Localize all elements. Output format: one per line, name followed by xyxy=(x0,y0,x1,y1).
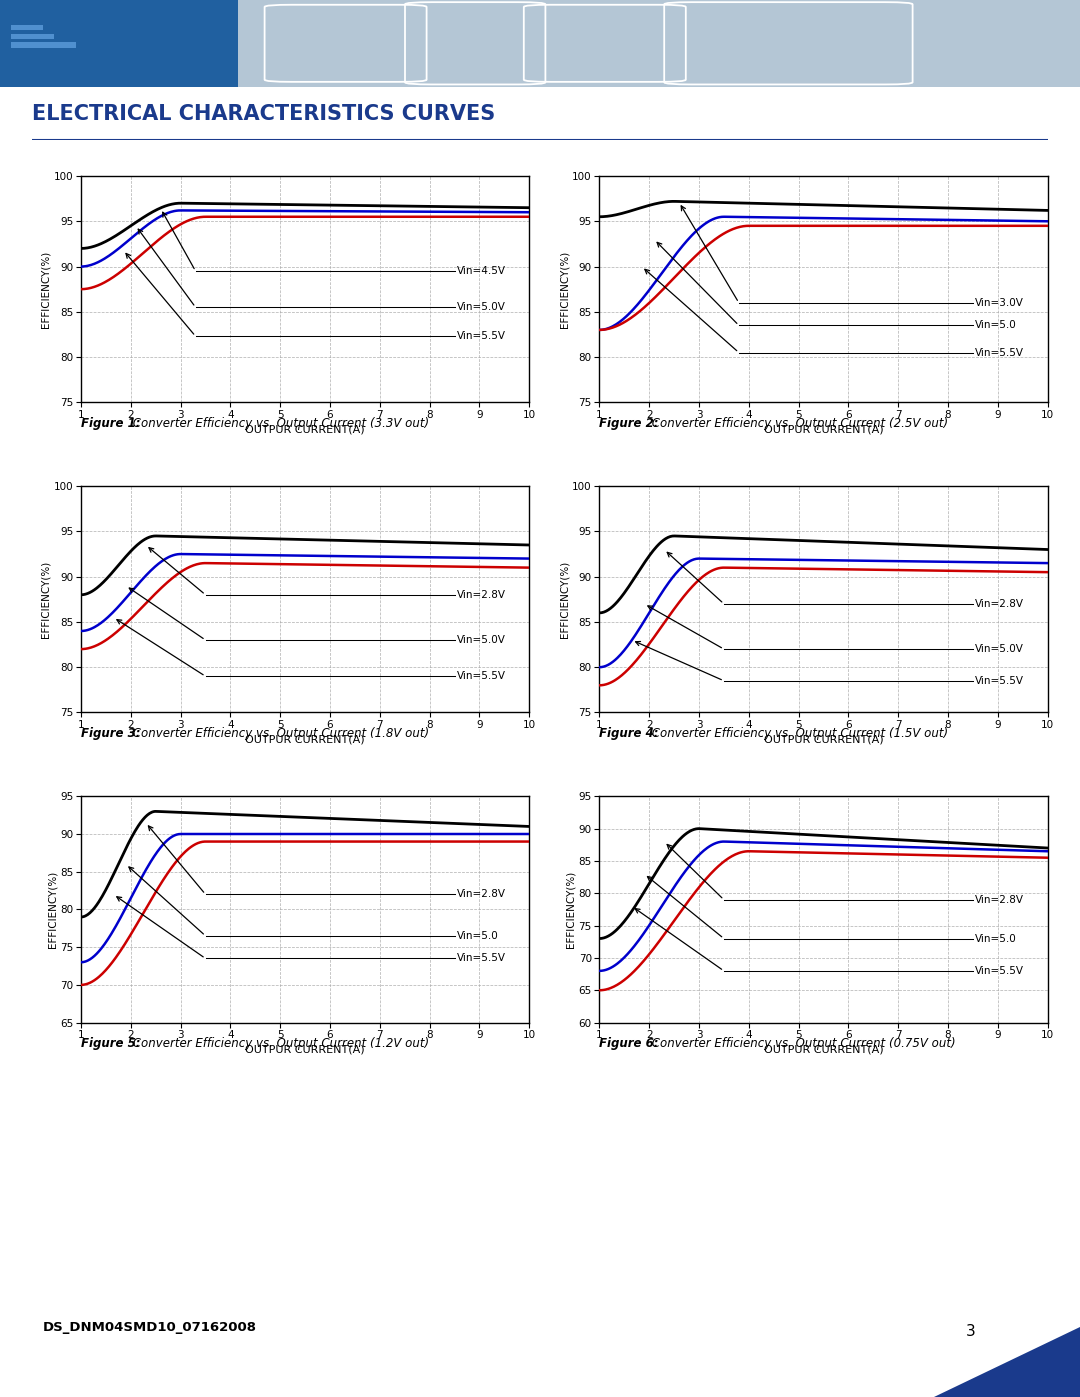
Text: Vin=2.8V: Vin=2.8V xyxy=(457,890,507,900)
Text: Figure 6:: Figure 6: xyxy=(599,1037,659,1051)
X-axis label: OUTPUR CURRENT(A): OUTPUR CURRENT(A) xyxy=(764,735,883,745)
Text: Converter Efficiency vs. Output Current (2.5V out): Converter Efficiency vs. Output Current … xyxy=(648,416,948,430)
Y-axis label: EFFICIENCY(%): EFFICIENCY(%) xyxy=(559,560,569,638)
Text: Vin=5.0: Vin=5.0 xyxy=(975,320,1017,330)
Text: Converter Efficiency vs. Output Current (1.8V out): Converter Efficiency vs. Output Current … xyxy=(130,726,430,740)
Text: Figure 3:: Figure 3: xyxy=(81,726,140,740)
Text: Vin=5.5V: Vin=5.5V xyxy=(457,672,507,682)
Text: Vin=5.0V: Vin=5.0V xyxy=(457,636,505,645)
Text: ELECTRICAL CHARACTERISTICS CURVES: ELECTRICAL CHARACTERISTICS CURVES xyxy=(32,103,496,123)
Text: 3: 3 xyxy=(966,1324,976,1338)
Text: Converter Efficiency vs. Output Current (3.3V out): Converter Efficiency vs. Output Current … xyxy=(130,416,430,430)
X-axis label: OUTPUR CURRENT(A): OUTPUR CURRENT(A) xyxy=(764,425,883,434)
Text: Vin=2.8V: Vin=2.8V xyxy=(975,894,1025,905)
Text: Vin=5.5V: Vin=5.5V xyxy=(457,954,507,964)
X-axis label: OUTPUR CURRENT(A): OUTPUR CURRENT(A) xyxy=(764,1045,883,1055)
Text: Vin=2.8V: Vin=2.8V xyxy=(457,590,507,599)
Text: Vin=3.0V: Vin=3.0V xyxy=(975,298,1024,307)
X-axis label: OUTPUR CURRENT(A): OUTPUR CURRENT(A) xyxy=(245,1045,365,1055)
Y-axis label: EFFICIENCY(%): EFFICIENCY(%) xyxy=(41,250,51,328)
Text: Vin=5.5V: Vin=5.5V xyxy=(457,331,507,341)
Text: Converter Efficiency vs. Output Current (1.5V out): Converter Efficiency vs. Output Current … xyxy=(648,726,948,740)
X-axis label: OUTPUR CURRENT(A): OUTPUR CURRENT(A) xyxy=(245,425,365,434)
Y-axis label: EFFICIENCY(%): EFFICIENCY(%) xyxy=(48,870,57,949)
Y-axis label: EFFICIENCY(%): EFFICIENCY(%) xyxy=(566,870,576,949)
Text: DS_DNM04SMD10_07162008: DS_DNM04SMD10_07162008 xyxy=(43,1320,257,1334)
Text: Vin=5.5V: Vin=5.5V xyxy=(975,676,1025,686)
Text: Figure 4:: Figure 4: xyxy=(599,726,659,740)
X-axis label: OUTPUR CURRENT(A): OUTPUR CURRENT(A) xyxy=(245,735,365,745)
Y-axis label: EFFICIENCY(%): EFFICIENCY(%) xyxy=(41,560,51,638)
Text: Vin=5.0V: Vin=5.0V xyxy=(457,302,505,313)
Text: Vin=5.5V: Vin=5.5V xyxy=(975,965,1025,977)
Bar xyxy=(11,34,54,39)
Bar xyxy=(11,42,76,47)
Text: Converter Efficiency vs. Output Current (1.2V out): Converter Efficiency vs. Output Current … xyxy=(130,1037,430,1051)
Text: Vin=5.0: Vin=5.0 xyxy=(457,930,499,940)
Text: Vin=4.5V: Vin=4.5V xyxy=(457,265,507,277)
Bar xyxy=(0,0,238,87)
Bar xyxy=(11,25,43,31)
Text: Converter Efficiency vs. Output Current (0.75V out): Converter Efficiency vs. Output Current … xyxy=(648,1037,956,1051)
Y-axis label: EFFICIENCY(%): EFFICIENCY(%) xyxy=(559,250,569,328)
Text: Vin=5.5V: Vin=5.5V xyxy=(975,348,1025,358)
Text: Vin=5.0V: Vin=5.0V xyxy=(975,644,1024,654)
Text: Vin=2.8V: Vin=2.8V xyxy=(975,599,1025,609)
Text: Figure 2:: Figure 2: xyxy=(599,416,659,430)
Text: Vin=5.0: Vin=5.0 xyxy=(975,933,1017,943)
Text: Figure 5:: Figure 5: xyxy=(81,1037,140,1051)
Polygon shape xyxy=(934,1327,1080,1397)
Text: Figure 1:: Figure 1: xyxy=(81,416,140,430)
